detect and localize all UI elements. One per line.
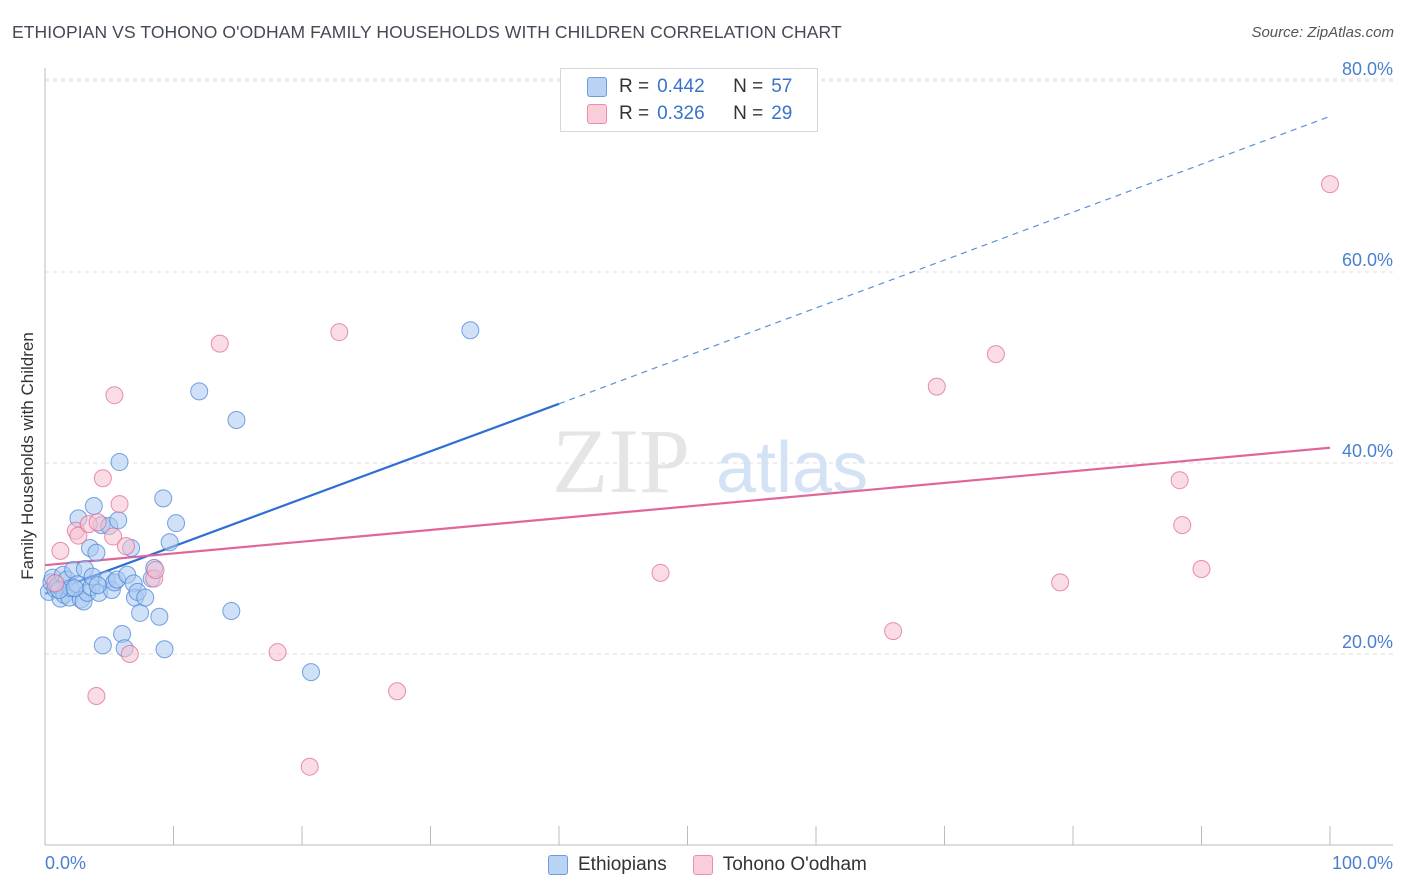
- data-point: [300, 757, 319, 776]
- data-point: [93, 636, 112, 655]
- data-point: [69, 526, 88, 545]
- data-point: [301, 663, 320, 682]
- data-point: [222, 602, 241, 621]
- data-point: [155, 640, 174, 659]
- legend-row-ethiopians: R = 0.442 N = 57: [587, 74, 792, 100]
- data-point: [88, 576, 107, 595]
- data-point: [110, 453, 129, 472]
- data-point: [150, 607, 169, 626]
- legend-r-value: 0.442: [657, 76, 705, 97]
- data-point: [1170, 471, 1189, 490]
- x-tick-label: 100.0%: [1332, 853, 1393, 873]
- data-point: [136, 588, 155, 607]
- data-point: [210, 334, 229, 353]
- data-point: [167, 514, 186, 533]
- trend-lines: [44, 115, 1331, 595]
- data-point: [651, 563, 670, 582]
- series-swatch-tohono: [692, 855, 713, 875]
- data-point: [986, 345, 1005, 364]
- series-swatch-ethiopians: [548, 855, 568, 875]
- trend-line-tohono: [44, 446, 1331, 567]
- data-point: [93, 469, 112, 488]
- legend-swatch-ethiopians: [587, 77, 607, 97]
- legend-n-label: N =: [733, 76, 764, 97]
- data-point: [1051, 573, 1070, 592]
- legend-n-value: 29: [771, 103, 793, 124]
- series-legend-label: Ethiopians: [578, 854, 667, 875]
- source-credit: Source: ZipAtlas.com: [1251, 24, 1394, 41]
- data-point: [87, 687, 106, 706]
- data-point: [120, 645, 139, 663]
- trend-line-ethiopians-projection: [558, 115, 1331, 405]
- data-point: [1321, 175, 1339, 194]
- y-tick-label: 80.0%: [1342, 59, 1393, 79]
- legend-r-value: 0.326: [657, 103, 705, 124]
- data-point: [46, 574, 65, 593]
- data-point: [330, 323, 349, 342]
- watermark-atlas: atlas: [716, 428, 868, 508]
- data-point: [104, 527, 123, 546]
- data-point: [116, 537, 135, 556]
- data-point: [109, 511, 128, 530]
- data-point: [146, 560, 165, 579]
- series-legend: Ethiopians Tohono O'odham: [548, 852, 893, 878]
- data-point: [268, 643, 287, 662]
- data-point: [154, 489, 173, 508]
- chart-title: ETHIOPIAN VS TOHONO O'ODHAM FAMILY HOUSE…: [12, 22, 842, 42]
- legend-row-tohono: R = 0.326 N = 29: [587, 101, 792, 127]
- correlation-legend: R = 0.442 N = 57 R = 0.326 N = 29: [560, 68, 818, 132]
- series-legend-ethiopians[interactable]: Ethiopians: [548, 854, 667, 876]
- watermark-zip: ZIP: [552, 410, 690, 512]
- legend-r-label: R =: [619, 76, 650, 97]
- trend-line-ethiopians: [44, 402, 560, 595]
- legend-r-label: R =: [619, 103, 650, 124]
- series-tohono: [46, 175, 1339, 776]
- series-ethiopians: [39, 321, 480, 682]
- watermark: ZIP atlas: [552, 410, 868, 512]
- series-legend-tohono[interactable]: Tohono O'odham: [692, 854, 867, 876]
- data-point: [461, 321, 480, 340]
- series-legend-label: Tohono O'odham: [722, 854, 867, 875]
- data-point: [84, 496, 103, 515]
- data-point: [884, 622, 903, 641]
- data-point: [88, 513, 107, 532]
- data-point: [1192, 560, 1211, 579]
- data-point: [131, 603, 150, 622]
- data-point: [227, 411, 246, 430]
- y-tick-label: 40.0%: [1342, 441, 1393, 461]
- axes: [44, 68, 1393, 846]
- data-point: [87, 543, 106, 562]
- x-tick-label: 0.0%: [45, 853, 86, 873]
- legend-n-label: N =: [733, 103, 764, 124]
- axis-labels: 20.0% 40.0% 60.0% 80.0% 0.0% 100.0% Family Hou…: [18, 59, 1393, 873]
- data-point: [1173, 516, 1192, 535]
- y-axis-label: Family Households with Children: [18, 332, 37, 580]
- gridlines: [45, 78, 1393, 655]
- data-point: [190, 382, 209, 401]
- data-point: [110, 495, 129, 514]
- data-point: [927, 377, 946, 396]
- data-point: [105, 386, 124, 405]
- data-point: [160, 533, 179, 552]
- y-tick-label: 60.0%: [1342, 250, 1393, 270]
- data-point: [65, 579, 84, 598]
- legend-swatch-tohono: [587, 104, 607, 124]
- data-points: [39, 175, 1339, 776]
- legend-n-value: 57: [771, 76, 793, 97]
- y-tick-label: 20.0%: [1342, 632, 1393, 652]
- data-point: [51, 541, 70, 560]
- data-point: [388, 682, 407, 701]
